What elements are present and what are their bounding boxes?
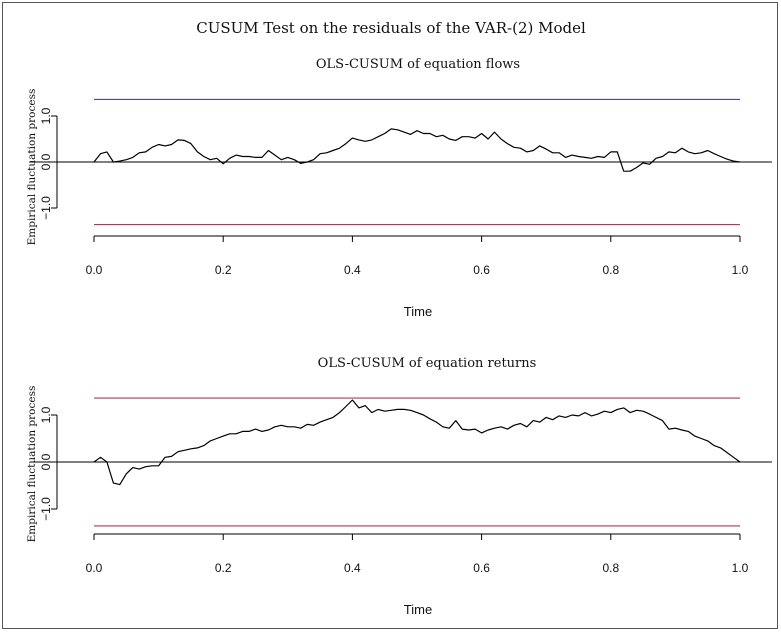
x-tick-label: 0.2	[215, 561, 232, 575]
x-tick-label: 0.4	[344, 263, 361, 277]
x-tick-label: 0.0	[86, 263, 103, 277]
plot-area	[30, 397, 772, 527]
x-tick-label: 0.8	[602, 561, 619, 575]
y-tick-label: −1.0	[39, 196, 53, 220]
panel-returns: OLS-CUSUM of equation returns Empirical …	[26, 356, 772, 617]
x-tick-label: 0.8	[602, 263, 619, 277]
panel-title: OLS-CUSUM of equation flows	[316, 57, 520, 72]
x-tick-label: 0.0	[86, 561, 103, 575]
x-tick-label: 0.6	[473, 263, 490, 277]
tick-group: 0.0 0.2 0.4 0.6 0.8 1.0−1.00.01.0	[39, 406, 749, 575]
panel-flows: OLS-CUSUM of equation flows Empirical fl…	[26, 57, 772, 319]
x-tick-label: 1.0	[732, 561, 749, 575]
x-tick-label: 0.4	[344, 561, 361, 575]
y-axis-label: Empirical fluctuation process	[26, 386, 38, 543]
y-tick-label: 1.0	[39, 107, 53, 124]
x-tick-label: 1.0	[732, 263, 749, 277]
tick-group: 0.0 0.2 0.4 0.6 0.8 1.0−1.00.01.0	[39, 107, 749, 277]
figure-title: CUSUM Test on the residuals of the VAR-(…	[196, 19, 586, 37]
y-tick-label: −1.0	[39, 497, 53, 521]
y-tick-label: 1.0	[39, 406, 53, 423]
y-axis-label: Empirical fluctuation process	[26, 89, 38, 246]
cusum-series-line	[93, 399, 741, 486]
cusum-series-line	[93, 128, 741, 172]
x-tick-label: 0.2	[215, 263, 232, 277]
x-tick-label: 0.6	[473, 561, 490, 575]
x-axis-label: Time	[404, 602, 432, 617]
x-axis-label: Time	[404, 304, 432, 319]
plot-area	[30, 98, 772, 226]
panel-title: OLS-CUSUM of equation returns	[318, 356, 537, 371]
